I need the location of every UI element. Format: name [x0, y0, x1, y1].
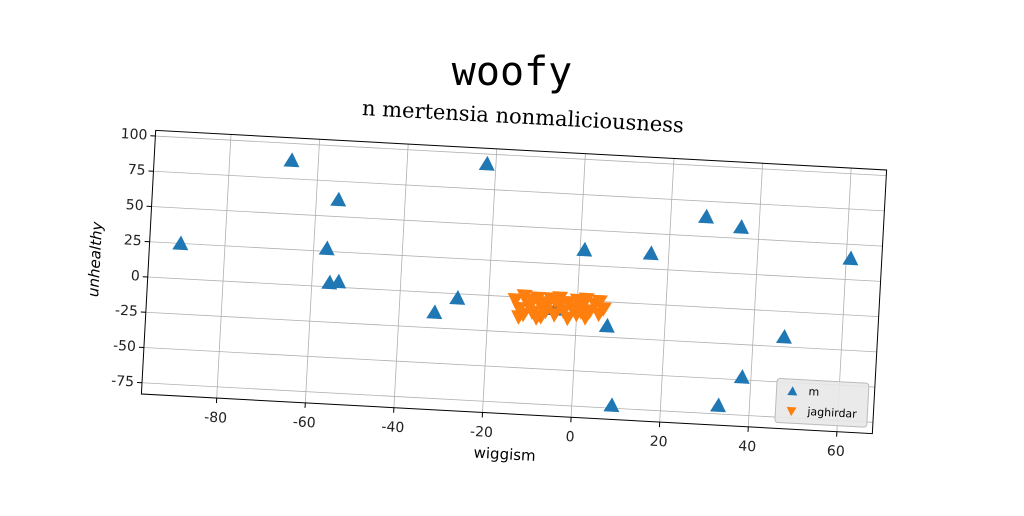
y-tick-label: 50: [125, 197, 144, 214]
x-tick-label: -60: [292, 414, 316, 431]
y-tick-label: 75: [127, 162, 146, 179]
x-tick-label: -40: [381, 419, 405, 436]
x-tick-label: 40: [738, 438, 757, 455]
x-tick-label: -80: [204, 409, 228, 426]
x-tick-label: -20: [470, 424, 494, 441]
y-tick-label: 100: [120, 126, 148, 143]
y-tick-label: -25: [115, 303, 139, 320]
legend-label: jaghirdar: [806, 405, 857, 421]
x-tick-label: 60: [826, 443, 845, 460]
x-axis-label: wiggism: [473, 444, 536, 465]
y-tick-label: -50: [113, 338, 137, 355]
chart-subtitle: n mertensia nonmaliciousness: [361, 96, 684, 137]
chart-title: woofy: [452, 49, 572, 95]
x-tick-label: 20: [649, 434, 668, 451]
y-tick-label: -75: [111, 373, 135, 390]
plot-area: n mertensia nonmaliciousness wiggism unh…: [76, 82, 889, 483]
y-axis-label: unhealthy: [84, 220, 106, 297]
y-tick-label: 25: [123, 232, 142, 249]
y-tick-label: 0: [130, 268, 140, 284]
legend-label: m: [808, 385, 819, 399]
plot-background: [141, 130, 886, 433]
x-tick-label: 0: [565, 429, 575, 445]
